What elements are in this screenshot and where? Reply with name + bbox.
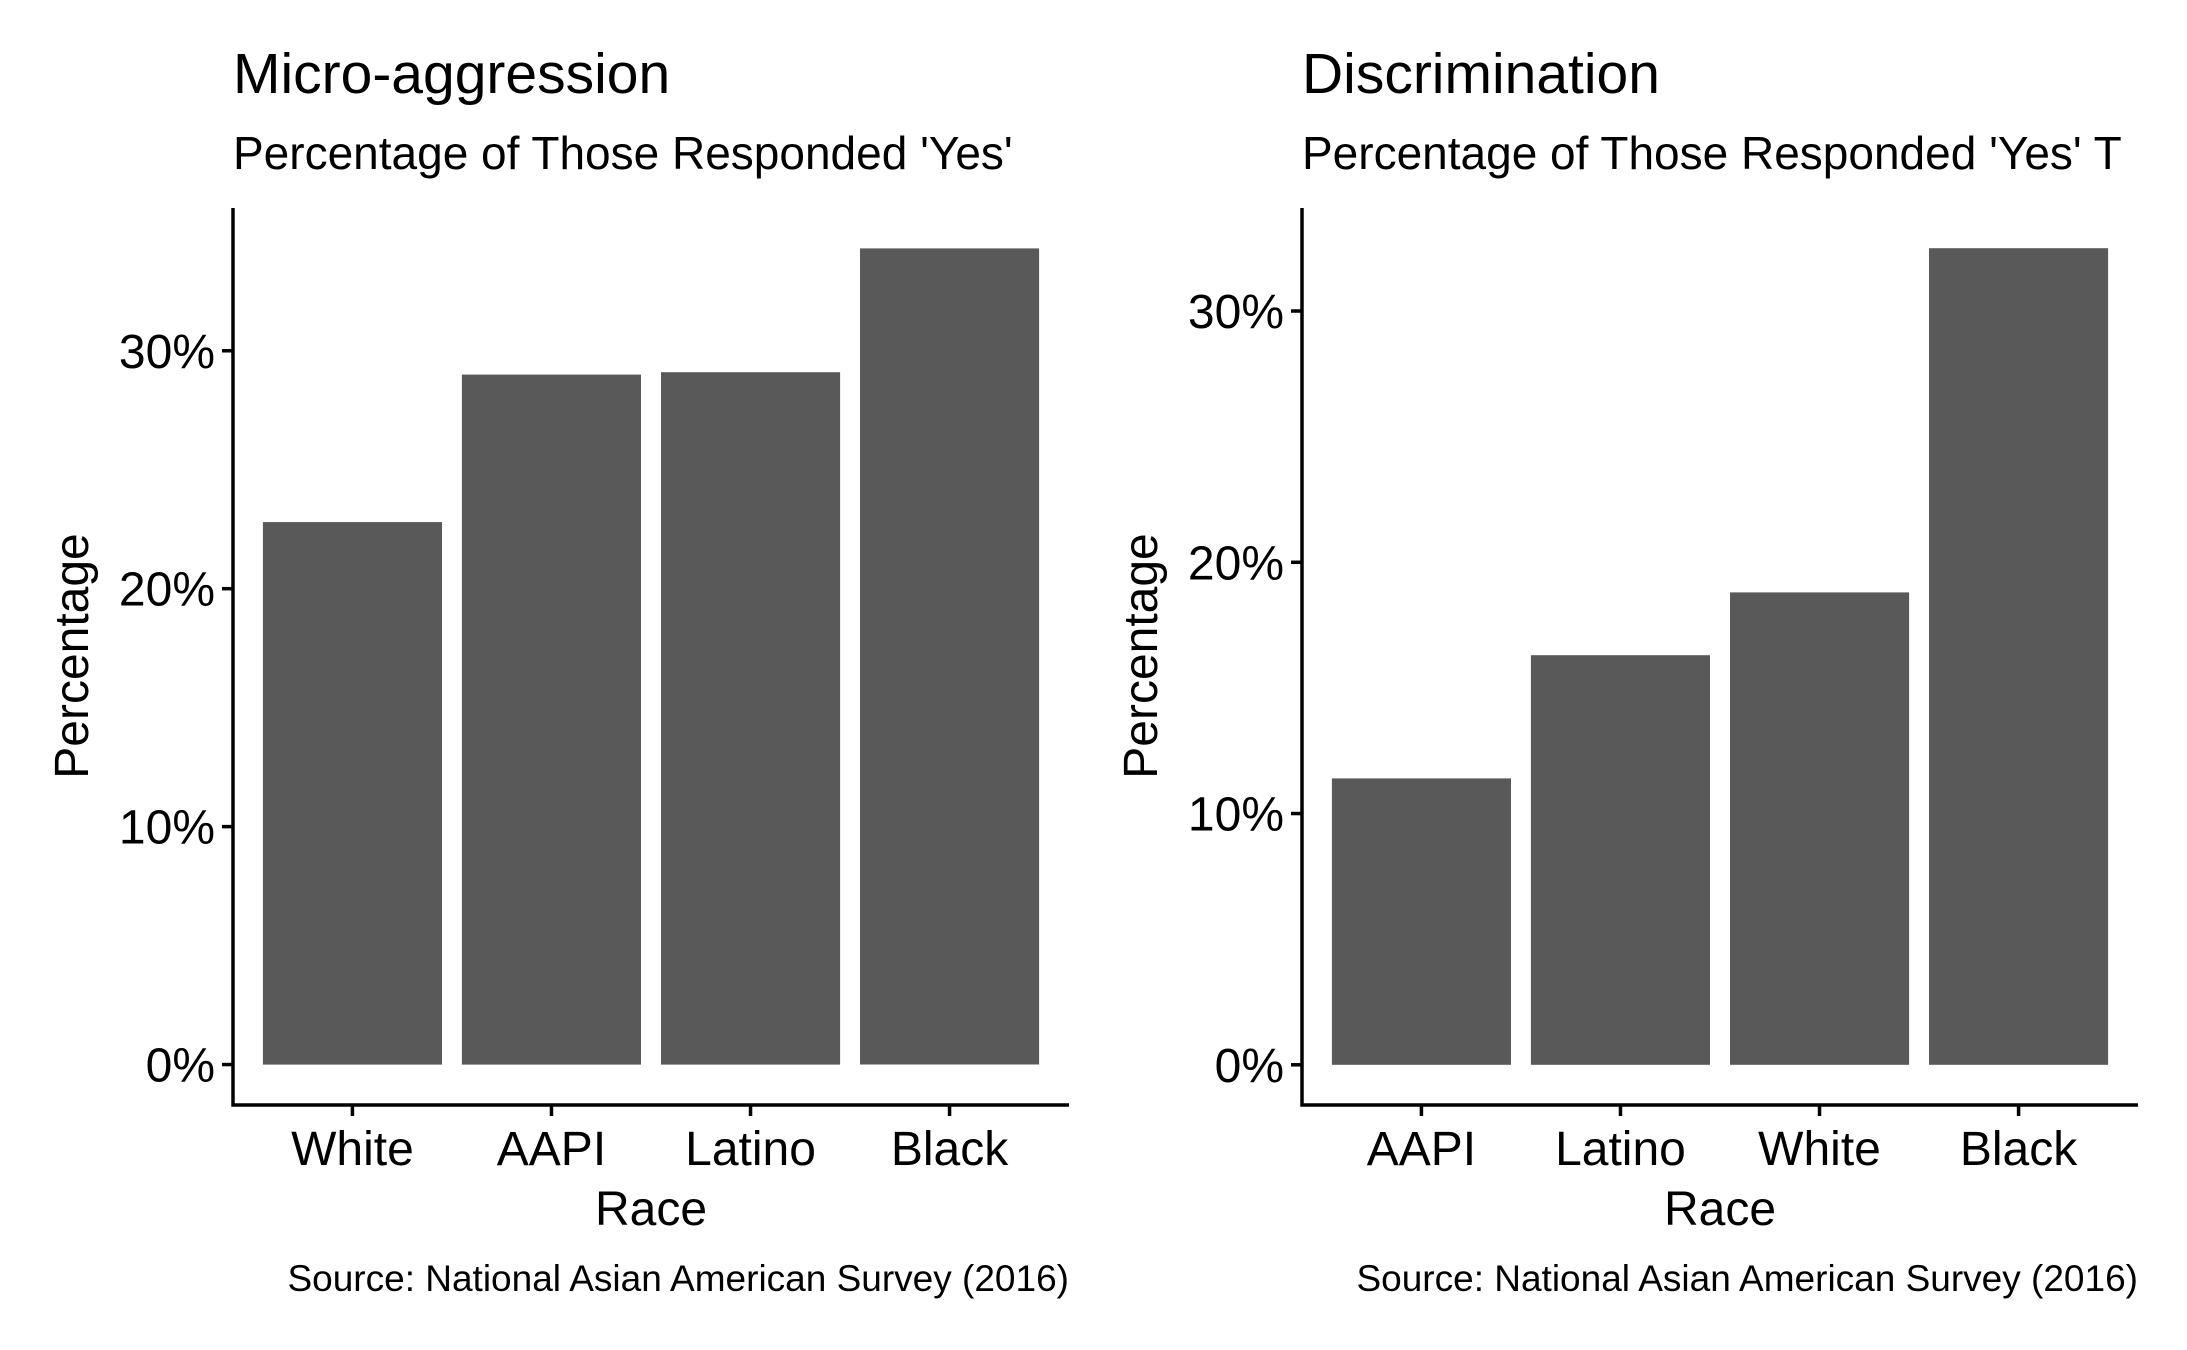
y-tick-label: 20% [119, 564, 215, 617]
x-tick-label: White [1758, 1123, 1881, 1176]
bar-group [1331, 248, 2109, 1065]
bar-aapi [461, 374, 641, 1065]
bar-aapi [1331, 778, 1511, 1065]
y-tick-label: 30% [119, 326, 215, 379]
x-axis-ticks: White AAPI Latino Black [291, 1105, 1009, 1176]
y-axis-ticks: 0% 10% 20% 30% [1188, 286, 1302, 1093]
bar-group [262, 248, 1040, 1065]
x-axis-label: Race [595, 1183, 707, 1236]
y-tick-label: 10% [1188, 789, 1284, 842]
panel-micro-aggression: Micro-aggression Percentage of Those Res… [46, 42, 1069, 1299]
x-tick-label: AAPI [1367, 1123, 1476, 1176]
chart-subtitle: Percentage of Those Responded 'Yes' T [1302, 127, 2122, 179]
y-axis-label: Percentage [46, 533, 99, 779]
bar-white [1730, 592, 1910, 1065]
chart-title: Micro-aggression [233, 42, 670, 106]
y-tick-label: 20% [1188, 537, 1284, 590]
y-axis-label: Percentage [1115, 533, 1168, 779]
x-axis-ticks: AAPI Latino White Black [1367, 1105, 2078, 1176]
caption: Source: National Asian American Survey (… [287, 1258, 1069, 1299]
x-axis-label: Race [1664, 1183, 1776, 1236]
chart-subtitle: Percentage of Those Responded 'Yes' [233, 127, 1013, 179]
axis-lines [231, 208, 1069, 1107]
x-tick-label: AAPI [497, 1123, 606, 1176]
bar-black [860, 248, 1040, 1065]
bar-black [1929, 248, 2109, 1065]
caption: Source: National Asian American Survey (… [1356, 1258, 2138, 1299]
y-tick-label: 10% [119, 802, 215, 855]
y-tick-label: 0% [146, 1040, 215, 1093]
y-tick-label: 0% [1215, 1040, 1284, 1093]
x-tick-label: Latino [685, 1123, 816, 1176]
panel-discrimination: Discrimination Percentage of Those Respo… [1115, 42, 2138, 1299]
x-tick-label: Latino [1555, 1123, 1686, 1176]
x-tick-label: White [291, 1123, 414, 1176]
bar-white [262, 522, 442, 1065]
chart-title: Discrimination [1302, 42, 1660, 106]
y-axis-ticks: 0% 10% 20% 30% [119, 326, 233, 1093]
y-tick-label: 30% [1188, 286, 1284, 339]
axis-lines [1300, 208, 2138, 1107]
x-tick-label: Black [1960, 1123, 2078, 1176]
bar-latino [1530, 655, 1710, 1065]
bar-latino [661, 372, 841, 1065]
x-tick-label: Black [891, 1123, 1009, 1176]
